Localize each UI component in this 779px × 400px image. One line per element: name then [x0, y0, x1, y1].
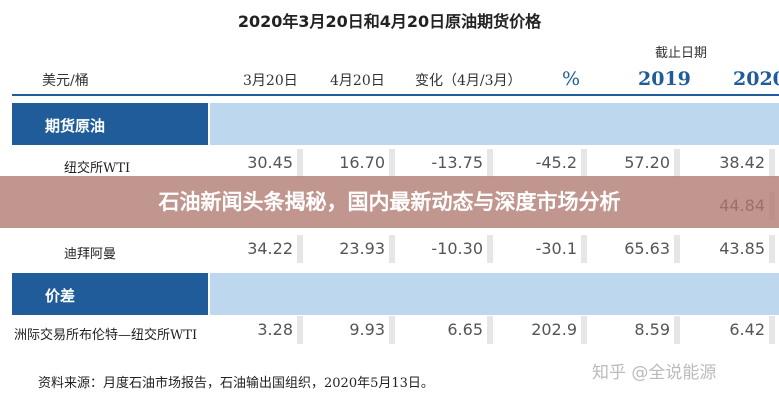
cell: 43.85 [719, 239, 765, 258]
cell: 8.59 [634, 320, 670, 339]
cell: -10.30 [431, 239, 483, 258]
column-header: 变化（4月/3月） [415, 73, 522, 89]
cell-bar [389, 235, 395, 263]
cell-bar [389, 149, 395, 177]
column-header: 3月20日 [243, 73, 298, 89]
section-row-bg [210, 273, 779, 315]
cell: 16.70 [339, 153, 385, 172]
section-label-bg [12, 273, 208, 315]
cell-bar [674, 149, 680, 177]
cell: 9.93 [349, 320, 385, 339]
rule [12, 94, 779, 96]
cell: 65.63 [624, 239, 670, 258]
cell: -30.1 [535, 239, 577, 258]
watermark: 知乎 @全说能源 [592, 363, 717, 383]
column-header: 美元/桶 [42, 73, 89, 89]
row-label: 迪拜阿曼 [64, 247, 117, 262]
cell: 23.93 [339, 239, 385, 258]
title: 2020年3月20日和4月20日原油期货价格 [237, 12, 542, 31]
cell-bar [297, 149, 303, 177]
cell-bar [581, 149, 587, 177]
column-header: 2019 [638, 68, 691, 90]
cell-bar [769, 316, 775, 344]
cell-bar [297, 235, 303, 263]
cell: 38.42 [719, 153, 765, 172]
cell-bar [769, 235, 775, 263]
cell: 34.22 [247, 239, 293, 258]
cell: -45.2 [535, 153, 577, 172]
cell-bar [674, 316, 680, 344]
cell-bar [389, 316, 395, 344]
section-label: 期货原油 [45, 117, 106, 135]
cell: 6.65 [447, 320, 483, 339]
column-header: % [562, 68, 581, 90]
column-header: 2020 [733, 68, 779, 90]
banner: 石油新闻头条揭秘，国内最新动态与深度市场分析 [0, 176, 779, 228]
cell-bar [581, 235, 587, 263]
row-label: 洲际交易所布伦特—纽交所WTI [14, 328, 198, 343]
cell: 202.9 [531, 320, 577, 339]
cell-bar [581, 316, 587, 344]
cell-bar [487, 235, 493, 263]
cell-bar [674, 235, 680, 263]
section-label-bg [12, 103, 208, 145]
section-label: 价差 [45, 287, 76, 305]
row-label: 纽交所WTI [64, 161, 131, 176]
source: 资料来源：月度石油市场报告，石油输出国组织，2020年5月13日。 [38, 376, 434, 391]
cell: 57.20 [624, 153, 670, 172]
cell-bar [769, 149, 775, 177]
cell: 30.45 [247, 153, 293, 172]
cell: 3.28 [257, 320, 293, 339]
column-header: 4月20日 [330, 73, 385, 89]
cell: 6.42 [729, 320, 765, 339]
cell-bar [487, 149, 493, 177]
cell-bar [297, 316, 303, 344]
cell-bar [487, 316, 493, 344]
cell: -13.75 [431, 153, 483, 172]
deadline: 截止日期 [655, 46, 708, 61]
section-row-bg [210, 103, 779, 145]
